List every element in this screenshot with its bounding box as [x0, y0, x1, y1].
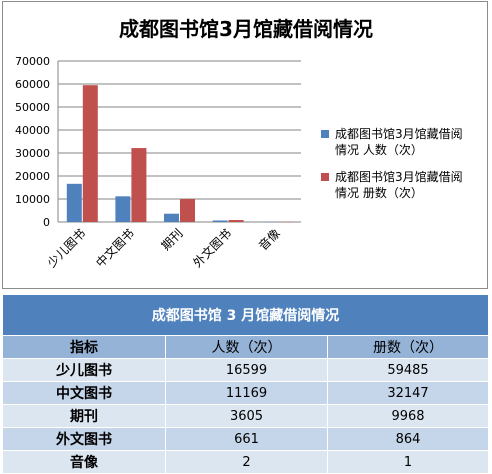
header-indicator: 指标 — [3, 336, 166, 359]
legend-label-visitors: 情况 人数（次） — [335, 142, 423, 157]
x-category-label: 外文图书 — [190, 226, 235, 271]
legend-label-visitors: 成都图书馆3月馆藏借阅 — [335, 126, 463, 141]
row-label: 中文图书 — [3, 382, 166, 405]
row-volumes: 32147 — [328, 382, 489, 405]
legend-label-volumes: 成都图书馆3月馆藏借阅 — [335, 169, 463, 184]
row-volumes: 9968 — [328, 405, 489, 428]
table-row: 外文图书 661 864 — [3, 428, 489, 451]
row-volumes: 1 — [328, 451, 489, 474]
row-volumes: 864 — [328, 428, 489, 451]
y-tick-label: 10000 — [15, 193, 50, 206]
row-label: 音像 — [3, 451, 166, 474]
y-tick-label: 20000 — [15, 170, 50, 183]
table-row: 少儿图书 16599 59485 — [3, 359, 489, 382]
y-tick-label: 30000 — [15, 147, 50, 160]
y-tick-label: 50000 — [15, 101, 50, 114]
x-category-label: 期刊 — [159, 226, 186, 253]
y-tick-label: 60000 — [15, 78, 50, 91]
bar-volumes — [83, 85, 98, 222]
y-tick-label: 0 — [43, 216, 50, 229]
legend-swatch-volumes — [321, 173, 329, 181]
row-visitors: 2 — [166, 451, 328, 474]
row-visitors: 11169 — [166, 382, 328, 405]
bar-volumes — [180, 199, 195, 222]
header-volumes: 册数（次） — [328, 336, 489, 359]
row-visitors: 16599 — [166, 359, 328, 382]
row-visitors: 3605 — [166, 405, 328, 428]
table-header-row: 指标 人数（次） 册数（次） — [3, 336, 489, 359]
bar-volumes — [131, 148, 146, 222]
table-row: 中文图书 11169 32147 — [3, 382, 489, 405]
bar-volumes — [229, 220, 244, 222]
data-table-container: 成都图书馆 3 月馆藏借阅情况 指标 人数（次） 册数（次） 少儿图书 1659… — [2, 294, 488, 474]
data-table: 成都图书馆 3 月馆藏借阅情况 指标 人数（次） 册数（次） 少儿图书 1659… — [2, 294, 489, 474]
chart-frame: 成都图书馆3月馆藏借阅情况 0 10000 20000 30000 40000 50000 6… — [2, 1, 488, 289]
x-category-label: 音像 — [255, 226, 283, 254]
bar-visitors — [213, 220, 228, 222]
x-category-label: 中文图书 — [92, 226, 137, 271]
row-label: 少儿图书 — [3, 359, 166, 382]
row-label: 期刊 — [3, 405, 166, 428]
x-category-label: 少儿图书 — [45, 226, 89, 270]
row-visitors: 661 — [166, 428, 328, 451]
bar-chart: 成都图书馆3月馆藏借阅情况 0 10000 20000 30000 40000 50000 6… — [3, 2, 489, 290]
bar-visitors — [115, 196, 130, 222]
table-row: 音像 2 1 — [3, 451, 489, 474]
table-row: 期刊 3605 9968 — [3, 405, 489, 428]
y-tick-label: 70000 — [15, 55, 50, 68]
legend-swatch-visitors — [321, 130, 329, 138]
bar-visitors — [164, 214, 179, 222]
bar-visitors — [67, 184, 82, 222]
table-title: 成都图书馆 3 月馆藏借阅情况 — [3, 295, 489, 336]
y-tick-label: 40000 — [15, 124, 50, 137]
row-volumes: 59485 — [328, 359, 489, 382]
header-visitors: 人数（次） — [166, 336, 328, 359]
row-label: 外文图书 — [3, 428, 166, 451]
chart-title: 成都图书馆3月馆藏借阅情况 — [119, 17, 373, 41]
legend-label-volumes: 情况 册数（次） — [335, 185, 423, 200]
